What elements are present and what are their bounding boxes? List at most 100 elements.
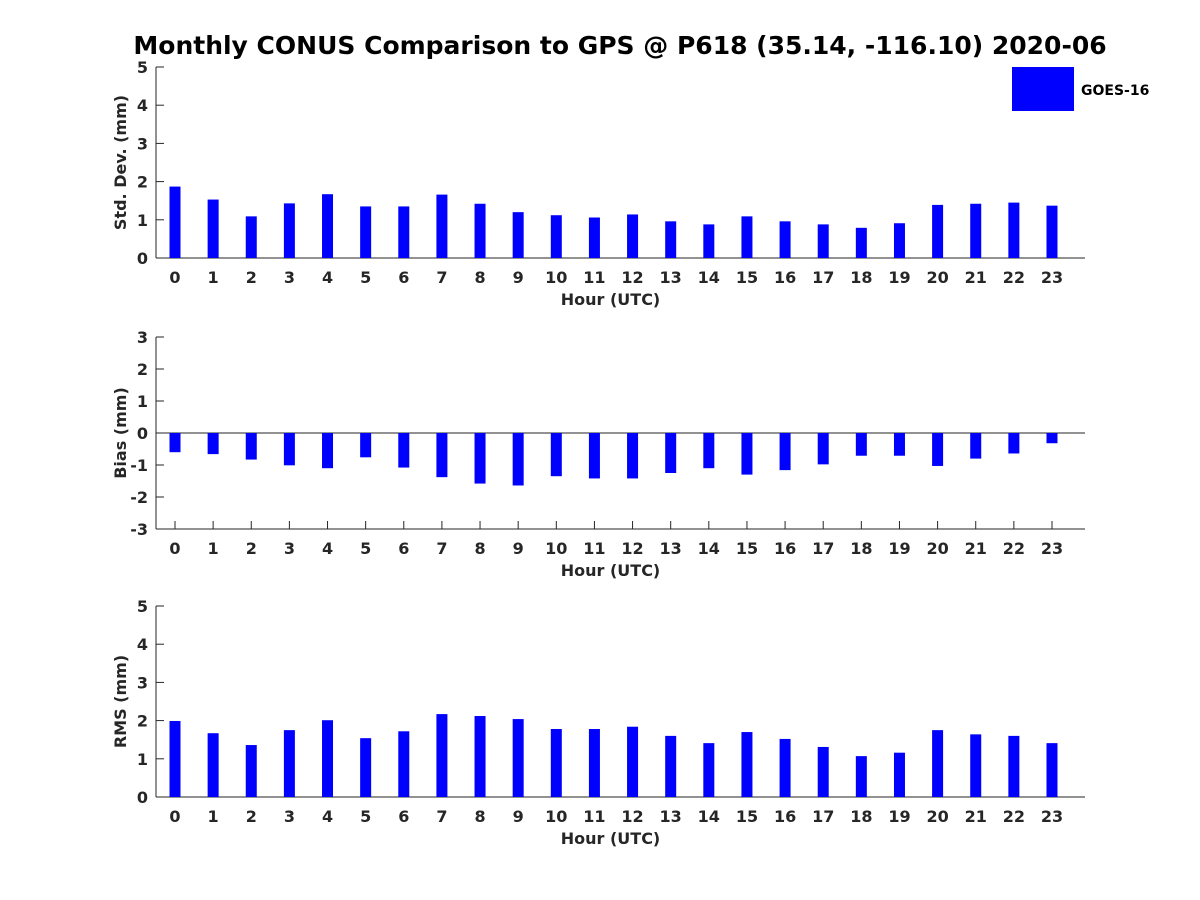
x-tick-label: 20	[926, 539, 948, 558]
y-tick-label: 0	[137, 424, 148, 443]
x-tick-label: 20	[926, 268, 948, 287]
bar	[970, 433, 982, 459]
bar	[817, 746, 829, 797]
bar	[893, 433, 905, 456]
bar	[436, 433, 448, 478]
x-tick-label: 14	[698, 807, 720, 826]
bar	[1046, 433, 1058, 444]
y-tick-label: 5	[137, 597, 148, 616]
x-tick-label: 4	[322, 268, 333, 287]
x-tick-label: 4	[322, 807, 333, 826]
x-tick-label: 18	[850, 268, 872, 287]
y-tick-label: -1	[130, 456, 148, 475]
x-tick-label: 8	[474, 268, 485, 287]
x-tick-label: 2	[246, 539, 257, 558]
bar	[360, 433, 372, 458]
bar	[436, 194, 448, 258]
bar	[665, 221, 677, 258]
bar	[779, 433, 791, 471]
x-tick-label: 11	[583, 807, 605, 826]
x-axis-label: Hour (UTC)	[561, 561, 661, 580]
x-tick-label: 21	[965, 539, 987, 558]
bar	[855, 433, 867, 456]
figure-title: Monthly CONUS Comparison to GPS @ P618 (…	[133, 31, 1106, 60]
y-tick-label: 2	[137, 712, 148, 731]
x-tick-label: 5	[360, 539, 371, 558]
x-tick-label: 0	[169, 268, 180, 287]
x-tick-label: 8	[474, 539, 485, 558]
bar	[1046, 205, 1058, 258]
y-axis-label: Std. Dev. (mm)	[111, 95, 130, 230]
x-tick-label: 9	[513, 539, 524, 558]
bar	[436, 714, 448, 797]
x-tick-label: 10	[545, 268, 567, 287]
x-tick-label: 18	[850, 539, 872, 558]
x-tick-label: 18	[850, 807, 872, 826]
bar	[283, 730, 295, 797]
bar	[741, 433, 753, 475]
y-tick-label: 2	[137, 173, 148, 192]
x-tick-label: 17	[812, 539, 834, 558]
x-tick-label: 1	[208, 539, 219, 558]
bar	[627, 214, 639, 258]
x-tick-label: 0	[169, 807, 180, 826]
x-tick-label: 12	[621, 539, 643, 558]
bar	[360, 738, 372, 797]
bar	[932, 204, 944, 258]
bar	[855, 227, 867, 258]
bar	[893, 223, 905, 258]
x-tick-label: 4	[322, 539, 333, 558]
x-tick-label: 19	[888, 539, 910, 558]
y-tick-label: 4	[137, 635, 148, 654]
bar	[207, 199, 219, 258]
bar	[283, 433, 295, 466]
legend: GOES-16	[1012, 67, 1149, 111]
y-tick-label: 1	[137, 392, 148, 411]
x-axis-label: Hour (UTC)	[561, 290, 661, 309]
x-tick-label: 10	[545, 807, 567, 826]
x-tick-label: 7	[436, 539, 447, 558]
bar	[512, 212, 524, 258]
y-tick-label: 3	[137, 134, 148, 153]
x-tick-label: 13	[660, 807, 682, 826]
bar	[169, 433, 181, 453]
bar	[588, 729, 600, 797]
legend-label: GOES-16	[1081, 83, 1149, 99]
x-tick-label: 12	[621, 268, 643, 287]
bar	[588, 433, 600, 479]
x-tick-label: 16	[774, 807, 796, 826]
x-tick-label: 3	[284, 539, 295, 558]
y-tick-label: 2	[137, 360, 148, 379]
bar	[245, 216, 257, 258]
y-tick-label: 3	[137, 328, 148, 347]
x-tick-label: 0	[169, 539, 180, 558]
bar	[665, 735, 677, 797]
x-tick-label: 20	[926, 807, 948, 826]
x-tick-label: 22	[1003, 268, 1025, 287]
bar	[779, 738, 791, 797]
bar	[932, 730, 944, 797]
bar	[703, 224, 715, 258]
bar	[703, 433, 715, 469]
bar	[1008, 735, 1020, 797]
x-tick-label: 21	[965, 807, 987, 826]
bar	[893, 752, 905, 797]
x-tick-label: 14	[698, 268, 720, 287]
bar	[741, 216, 753, 258]
bar	[322, 433, 334, 469]
x-tick-label: 19	[888, 807, 910, 826]
y-tick-label: 3	[137, 673, 148, 692]
x-tick-label: 6	[398, 807, 409, 826]
x-tick-label: 23	[1041, 807, 1063, 826]
x-tick-label: 23	[1041, 539, 1063, 558]
x-tick-label: 9	[513, 807, 524, 826]
bar	[398, 731, 410, 797]
x-tick-label: 6	[398, 539, 409, 558]
bar	[970, 734, 982, 797]
bar	[550, 729, 562, 797]
bar	[207, 733, 219, 797]
bar	[245, 433, 257, 460]
